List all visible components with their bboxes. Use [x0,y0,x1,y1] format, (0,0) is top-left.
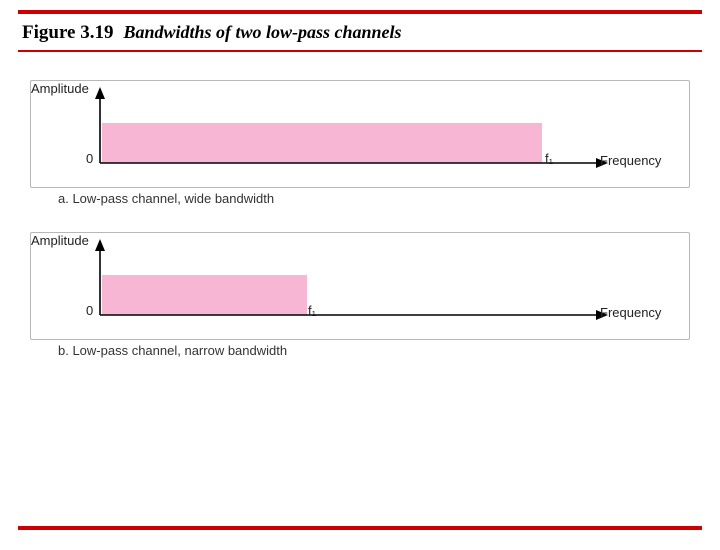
figure-heading: Figure 3.19 Bandwidths of two low-pass c… [0,14,720,50]
panel-a: Amplitude 0 f₁ Frequency [30,80,690,188]
panel-b-caption: b. Low-pass channel, narrow bandwidth [58,343,690,358]
panel-a-plot: 0 f₁ Frequency [100,97,675,175]
panel-b-plot: 0 f₁ Frequency [100,249,675,327]
panel-a-y-label: Amplitude [31,81,89,96]
panel-b-origin: 0 [86,303,93,318]
panel-b-x-label: Frequency [600,305,661,320]
panel-a-f1: f₁ [545,151,553,166]
panel-a-x-label: Frequency [600,153,661,168]
bottom-rule-thick [18,526,702,530]
panel-b-y-label: Amplitude [31,233,89,248]
figure-number: Figure 3.19 [22,22,113,43]
figure-title: Bandwidths of two low-pass channels [123,22,401,42]
panel-a-origin: 0 [86,151,93,166]
panel-a-caption: a. Low-pass channel, wide bandwidth [58,191,690,206]
panel-b-axes [100,249,680,329]
panel-b: Amplitude 0 f₁ Frequency [30,232,690,340]
panel-a-axes [100,97,680,177]
panel-b-f1: f₁ [308,303,316,318]
panels-container: Amplitude 0 f₁ Frequency a. Low-pass cha… [0,52,720,358]
